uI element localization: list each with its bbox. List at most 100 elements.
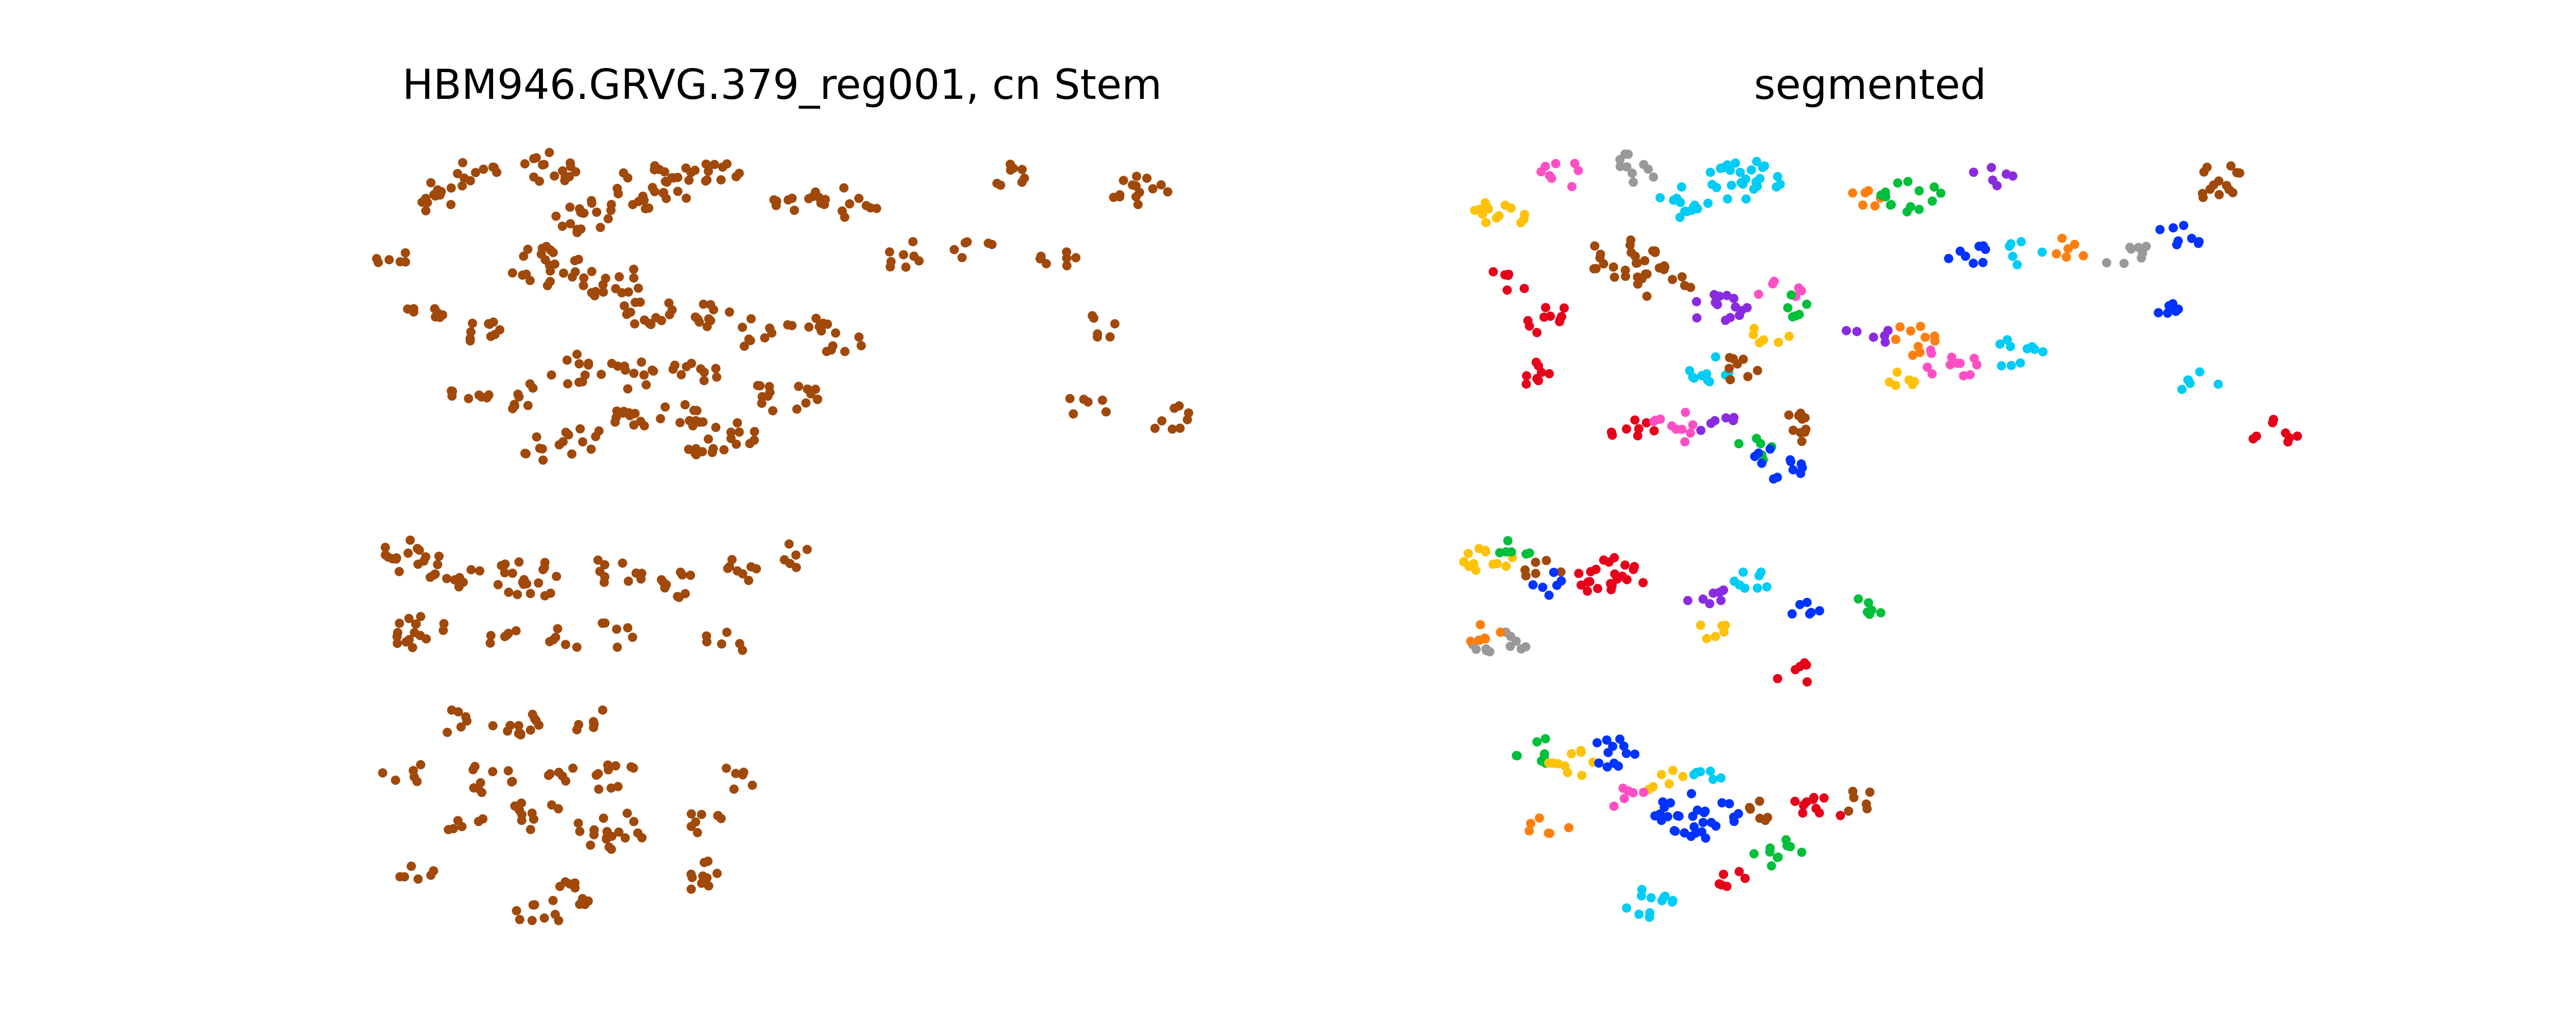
scatter-point xyxy=(1992,181,2002,191)
scatter-point xyxy=(1666,798,1675,808)
scatter-point xyxy=(1672,194,1682,203)
scatter-point xyxy=(1109,193,1118,202)
scatter-point xyxy=(1526,819,1535,828)
cluster xyxy=(443,705,472,737)
scatter-point xyxy=(606,783,616,793)
scatter-point xyxy=(1678,771,1688,781)
scatter-point xyxy=(812,394,822,404)
scatter-point xyxy=(1622,424,1631,434)
cluster xyxy=(1844,786,1875,816)
scatter-point xyxy=(1630,749,1640,759)
scatter-point xyxy=(413,559,423,569)
scatter-point xyxy=(447,391,457,401)
scatter-point xyxy=(593,555,603,565)
scatter-point xyxy=(763,391,773,401)
scatter-point xyxy=(675,418,685,427)
scatter-point xyxy=(2037,247,2047,257)
scatter-point xyxy=(765,323,774,333)
scatter-point xyxy=(1753,181,1762,191)
scatter-point xyxy=(548,896,558,905)
scatter-point xyxy=(1802,299,1811,309)
scatter-point xyxy=(1767,861,1776,871)
scatter-point xyxy=(2078,251,2088,261)
scatter-point xyxy=(426,870,436,880)
cluster xyxy=(1885,367,1919,390)
scatter-point xyxy=(1481,218,1491,228)
scatter-point xyxy=(1539,749,1549,759)
scatter-point xyxy=(699,376,709,386)
scatter-point xyxy=(628,632,637,642)
scatter-point xyxy=(531,153,541,163)
scatter-point xyxy=(1757,458,1767,468)
scatter-point xyxy=(1476,620,1485,629)
scatter-point xyxy=(1480,633,1489,643)
scatter-point xyxy=(503,766,513,776)
cluster xyxy=(2177,367,2223,394)
scatter-point xyxy=(1654,263,1664,273)
cluster xyxy=(792,382,823,414)
scatter-point xyxy=(1680,207,1690,216)
cluster xyxy=(2102,242,2151,268)
scatter-point xyxy=(1620,560,1630,570)
scatter-point xyxy=(845,199,855,209)
scatter-point xyxy=(457,181,467,191)
scatter-point xyxy=(1815,606,1824,615)
scatter-point xyxy=(676,370,686,380)
scatter-point xyxy=(1908,380,1917,389)
scatter-point xyxy=(393,639,402,648)
cluster xyxy=(444,814,488,834)
scatter-point xyxy=(485,319,495,329)
scatter-point xyxy=(2213,380,2223,389)
scatter-point xyxy=(1560,303,1569,313)
scatter-point xyxy=(1749,330,1758,339)
scatter-point xyxy=(1567,182,1577,192)
scatter-point xyxy=(518,270,528,280)
scatter-point xyxy=(629,368,639,378)
scatter-point xyxy=(1524,321,1534,331)
scatter-point xyxy=(854,332,864,342)
cluster xyxy=(551,196,616,237)
scatter-point xyxy=(2232,168,2242,178)
scatter-point xyxy=(2057,233,2067,243)
scatter-point xyxy=(1577,770,1587,780)
cluster xyxy=(520,148,581,186)
scatter-point xyxy=(837,206,847,216)
scatter-point xyxy=(1093,332,1102,342)
scatter-point xyxy=(1634,424,1643,434)
scatter-point xyxy=(1502,285,1512,295)
scatter-point xyxy=(1622,575,1632,585)
scatter-point xyxy=(1546,311,1555,321)
scatter-point xyxy=(1869,332,1878,342)
scatter-point xyxy=(495,325,504,335)
scatter-point xyxy=(660,402,670,412)
scatter-point xyxy=(507,569,517,578)
scatter-point xyxy=(1545,369,1554,379)
cluster xyxy=(1783,290,1811,322)
scatter-point xyxy=(1036,251,1046,261)
scatter-point xyxy=(1474,544,1484,554)
scatter-point xyxy=(475,566,485,576)
scatter-point xyxy=(1620,265,1630,275)
scatter-point xyxy=(1544,590,1554,600)
scatter-point xyxy=(594,426,604,436)
cluster xyxy=(395,862,438,884)
cluster xyxy=(1606,415,1659,441)
scatter-point xyxy=(823,319,832,329)
scatter-point xyxy=(772,196,782,206)
scatter-point xyxy=(554,767,564,777)
scatter-point xyxy=(566,219,575,229)
cluster xyxy=(1520,556,1566,581)
scatter-point xyxy=(1620,149,1630,159)
scatter-point xyxy=(1470,205,1480,215)
scatter-point xyxy=(686,809,696,819)
scatter-point xyxy=(1969,167,1978,177)
scatter-point xyxy=(505,720,515,730)
scatter-point xyxy=(1544,828,1553,838)
scatter-point xyxy=(2164,301,2174,311)
scatter-point xyxy=(650,165,659,175)
scatter-point xyxy=(1667,421,1676,431)
scatter-point xyxy=(1741,194,1751,204)
scatter-point xyxy=(1914,204,1924,214)
scatter-point xyxy=(1524,548,1534,558)
scatter-point xyxy=(1131,181,1141,191)
